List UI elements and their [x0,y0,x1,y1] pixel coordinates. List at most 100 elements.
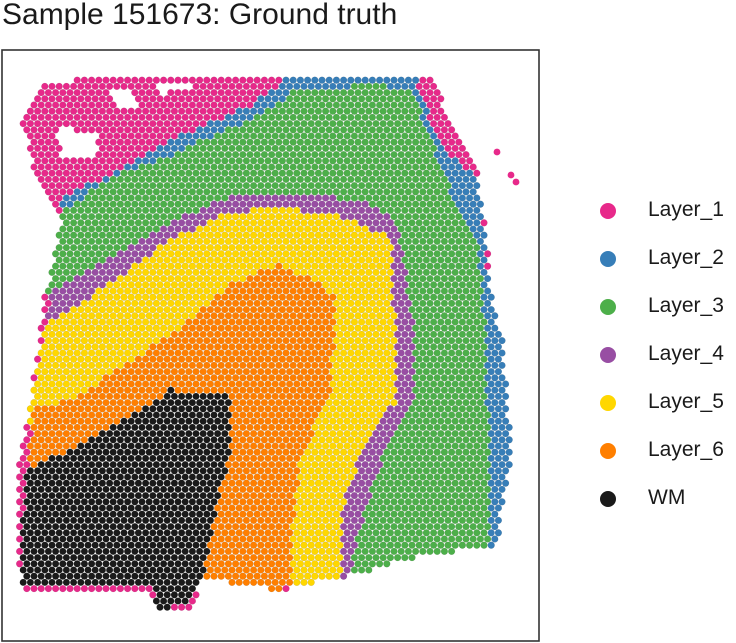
spot-point [379,306,387,314]
spot-point [368,200,377,208]
spot-point [152,448,161,456]
spot-point [33,157,42,165]
spot-point [109,312,117,320]
spot-point [239,399,247,407]
spot-point [296,113,305,122]
spot-point [440,399,449,407]
spot-point [311,237,319,246]
spot-point [102,547,110,556]
spot-point [23,423,31,432]
spot-point [51,275,60,283]
spot-point [48,529,56,537]
spot-point [199,504,207,512]
spot-point [376,200,384,208]
spot-point [134,516,143,525]
spot-point [278,516,287,525]
spot-point [368,423,377,432]
spot-point [44,188,53,196]
spot-point [386,380,395,388]
spot-point [289,374,297,382]
spot-point [314,268,323,277]
spot-point [214,318,222,326]
spot-point [192,368,200,376]
spot-point [77,268,85,277]
spot-point [314,492,323,500]
spot-point [73,510,81,518]
spot-point [383,113,391,122]
spot-point [228,566,236,574]
spot-point [87,200,96,208]
spot-point [437,417,445,425]
spot-point [232,411,240,419]
spot-point [347,461,355,469]
spot-point [66,547,74,556]
spot-point [271,194,279,202]
spot-point [304,188,312,196]
spot-point [170,169,179,177]
spot-point [422,231,431,239]
spot-point [84,430,92,438]
spot-point [347,436,355,444]
spot-point [235,169,243,177]
spot-point [361,436,369,444]
spot-point [66,163,74,171]
spot-point [383,423,391,432]
spot-point [214,430,222,438]
spot-point [275,113,283,122]
spot-point [275,374,283,382]
spot-point [62,417,71,425]
spot-point [156,566,164,574]
spot-point [156,492,164,500]
spot-point [138,522,146,531]
spot-point [271,504,279,512]
spot-point [257,368,265,376]
spot-point [77,467,85,475]
spot-point [296,101,305,109]
spot-point [271,256,279,264]
spot-point [358,566,366,574]
spot-point [206,144,215,153]
spot-point [199,529,207,537]
spot-point [73,126,81,134]
spot-point [275,349,283,357]
spot-point [484,337,492,345]
spot-point [300,467,308,475]
spot-point [30,411,38,419]
spot-point [473,355,481,363]
spot-point [455,275,463,283]
spot-point [426,448,434,456]
spot-point [332,423,341,432]
spot-point [282,337,290,345]
spot-point [80,498,89,506]
spot-point [390,275,398,283]
spot-point [437,219,445,227]
spot-point [296,299,305,308]
spot-point [372,405,380,413]
spot-point [394,553,402,562]
spot-point [73,200,81,208]
spot-point [343,566,351,574]
spot-point [192,132,200,140]
spot-point [160,522,168,531]
spot-point [80,213,89,221]
spot-point [41,107,49,115]
spot-point [214,82,222,91]
spot-point [217,498,225,506]
spot-point [271,268,279,277]
spot-point [304,225,312,233]
spot-point [59,522,67,531]
spot-point [199,82,207,91]
spot-point [448,361,456,370]
spot-point [163,157,171,165]
spot-point [289,386,297,394]
spot-point [66,188,74,196]
spot-point [361,399,369,407]
spot-point [365,479,373,487]
spot-point [329,132,337,140]
spot-point [102,101,110,109]
spot-point [127,132,135,140]
spot-point [286,417,294,425]
spot-point [131,225,139,233]
spot-point [246,101,254,109]
spot-point [95,436,103,444]
